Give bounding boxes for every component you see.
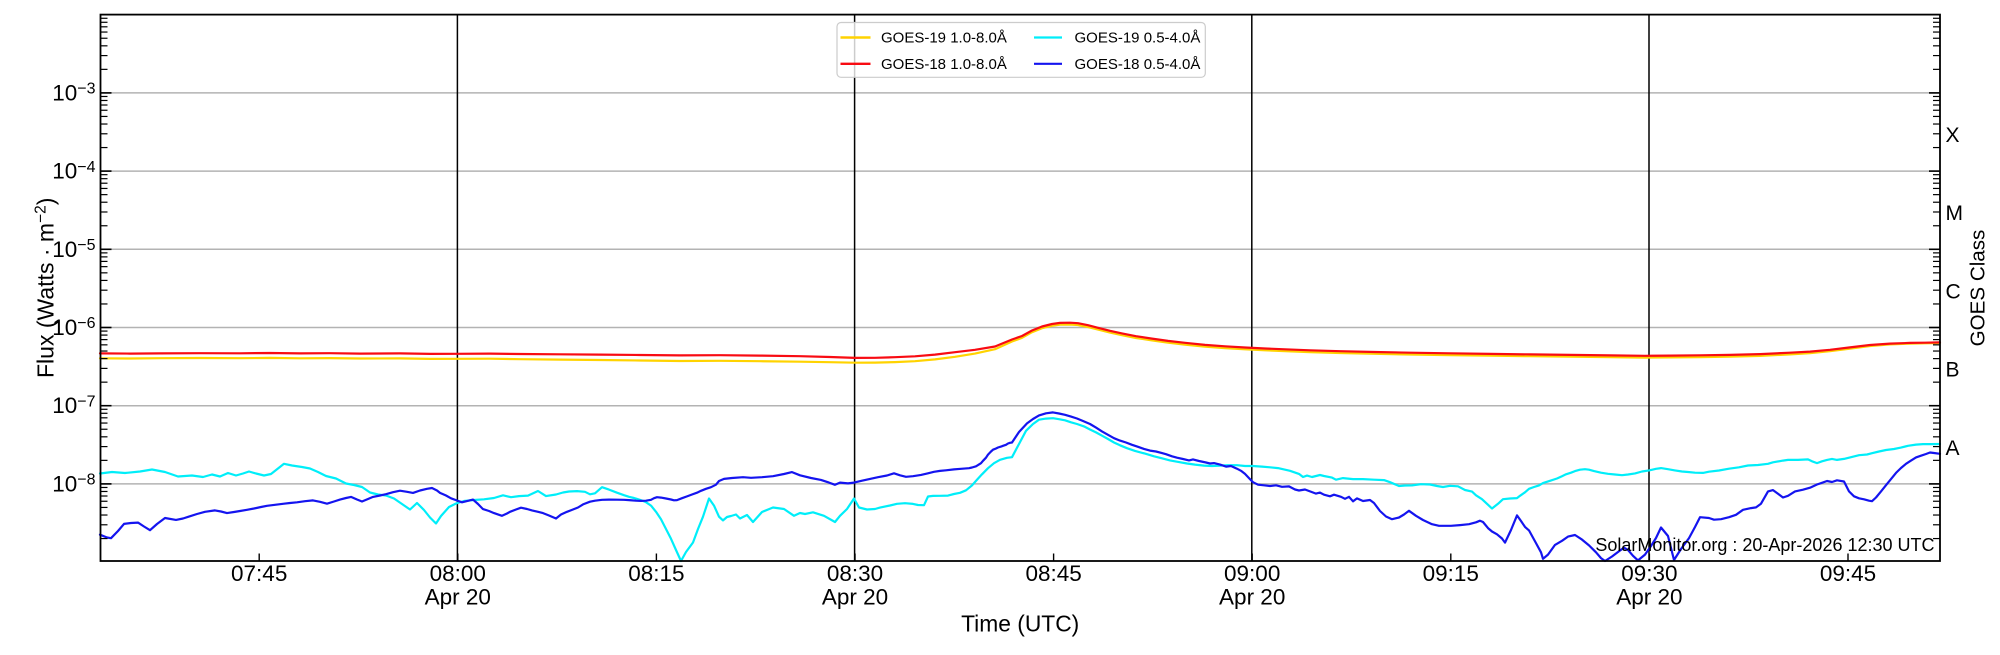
svg-text:10−4: 10−4 bbox=[52, 159, 95, 184]
svg-text:08:00: 08:00 bbox=[430, 561, 486, 586]
svg-text:10−6: 10−6 bbox=[52, 315, 95, 340]
svg-text:X: X bbox=[1946, 124, 1960, 147]
svg-text:Apr 20: Apr 20 bbox=[1219, 584, 1285, 609]
svg-text:M: M bbox=[1946, 202, 1964, 225]
svg-text:Apr 20: Apr 20 bbox=[1616, 584, 1682, 609]
svg-text:09:15: 09:15 bbox=[1423, 561, 1479, 586]
svg-text:08:30: 08:30 bbox=[827, 561, 883, 586]
svg-text:08:15: 08:15 bbox=[628, 561, 684, 586]
svg-text:08:45: 08:45 bbox=[1025, 561, 1081, 586]
svg-text:10−3: 10−3 bbox=[52, 80, 95, 105]
svg-text:GOES-18 1.0-8.0Å: GOES-18 1.0-8.0Å bbox=[881, 56, 1007, 73]
svg-text:GOES Class: GOES Class bbox=[1967, 230, 1990, 347]
svg-text:GOES-19 0.5-4.0Å: GOES-19 0.5-4.0Å bbox=[1075, 30, 1201, 47]
svg-text:SolarMonitor.org : 20-Apr-2026: SolarMonitor.org : 20-Apr-2026 12:30 UTC bbox=[1595, 535, 1934, 555]
svg-text:A: A bbox=[1946, 437, 1960, 460]
svg-text:C: C bbox=[1946, 280, 1961, 303]
svg-text:09:00: 09:00 bbox=[1224, 561, 1280, 586]
svg-text:Apr 20: Apr 20 bbox=[425, 584, 491, 609]
svg-text:07:45: 07:45 bbox=[231, 561, 287, 586]
svg-text:09:45: 09:45 bbox=[1820, 561, 1876, 586]
svg-text:GOES-18 0.5-4.0Å: GOES-18 0.5-4.0Å bbox=[1075, 56, 1201, 73]
svg-text:GOES-19 1.0-8.0Å: GOES-19 1.0-8.0Å bbox=[881, 30, 1007, 47]
svg-text:Time (UTC): Time (UTC) bbox=[961, 611, 1079, 637]
svg-text:B: B bbox=[1946, 359, 1960, 382]
svg-text:Apr 20: Apr 20 bbox=[822, 584, 888, 609]
svg-text:Flux (Watts · m−2): Flux (Watts · m−2) bbox=[33, 198, 59, 378]
svg-text:09:30: 09:30 bbox=[1621, 561, 1677, 586]
